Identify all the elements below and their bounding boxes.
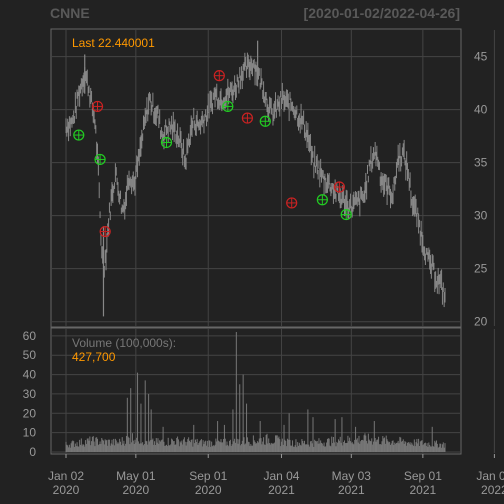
buy-marker [222, 100, 234, 113]
time-tick-label: Sep 01 [189, 469, 227, 483]
time-tick-year: 2021 [338, 483, 365, 497]
volume-tick-label: 50 [23, 348, 37, 362]
price-panel-frame [50, 28, 462, 328]
volume-panel: 0 10 20 30 40 50 60 Volume (100,000s): 427,700 [23, 327, 495, 459]
volume-panel-frame [50, 327, 462, 455]
sell-marker [333, 181, 345, 193]
price-tick-label: 20 [474, 315, 488, 329]
price-axis: 20 25 30 35 40 45 [474, 50, 488, 329]
price-tick-label: 25 [474, 262, 488, 276]
buy-marker [73, 129, 85, 141]
volume-series [65, 332, 446, 452]
volume-tick-label: 30 [23, 387, 37, 401]
volume-axis: 0 10 20 30 40 50 60 [23, 329, 37, 459]
sell-marker [99, 225, 111, 238]
buy-marker [94, 153, 106, 166]
volume-tick-label: 10 [23, 426, 37, 440]
volume-tick-label: 0 [29, 445, 36, 459]
time-tick-year: 2021 [268, 483, 295, 497]
price-tick-label: 45 [474, 50, 488, 64]
time-tick-year: 2022 [481, 483, 504, 497]
volume-tick-label: 60 [23, 329, 37, 343]
time-tick-year: 2021 [410, 483, 437, 497]
price-series [65, 40, 446, 317]
time-tick-label: Sep 01 [404, 469, 442, 483]
price-tick-label: 35 [474, 156, 488, 170]
last-price-label: Last 22.440001 [72, 36, 155, 50]
buy-marker [160, 136, 173, 149]
volume-grid [52, 329, 495, 453]
time-tick-year: 2020 [195, 483, 222, 497]
time-tick-label: Jan 03 [476, 469, 504, 483]
sell-marker [286, 197, 298, 209]
price-grid [52, 30, 495, 326]
time-tick-year: 2020 [122, 483, 149, 497]
chart-symbol-title: CNNE [50, 5, 90, 21]
volume-tick-label: 20 [23, 406, 37, 420]
buy-marker [316, 194, 328, 206]
volume-label: Volume (100,000s): [72, 336, 176, 350]
chart-date-range: [2020-01-02/2022-04-26] [303, 5, 460, 21]
sell-marker [213, 70, 225, 82]
time-tick-label: May 03 [332, 469, 372, 483]
buy-marker [259, 115, 271, 127]
price-tick-label: 30 [474, 209, 488, 223]
time-tick-label: May 01 [116, 469, 156, 483]
sell-marker [91, 100, 104, 113]
price-panel: 20 25 30 35 40 45 Last 22.440001 [50, 28, 495, 329]
volume-last-value: 427,700 [72, 350, 116, 364]
buy-marker [340, 208, 352, 221]
trade-markers [73, 70, 352, 238]
price-tick-label: 40 [474, 103, 488, 117]
sell-marker [241, 112, 254, 124]
time-tick-label: Jan 02 [48, 469, 84, 483]
volume-tick-label: 40 [23, 368, 37, 382]
time-tick-year: 2020 [53, 483, 80, 497]
time-tick-label: Jan 04 [263, 469, 299, 483]
